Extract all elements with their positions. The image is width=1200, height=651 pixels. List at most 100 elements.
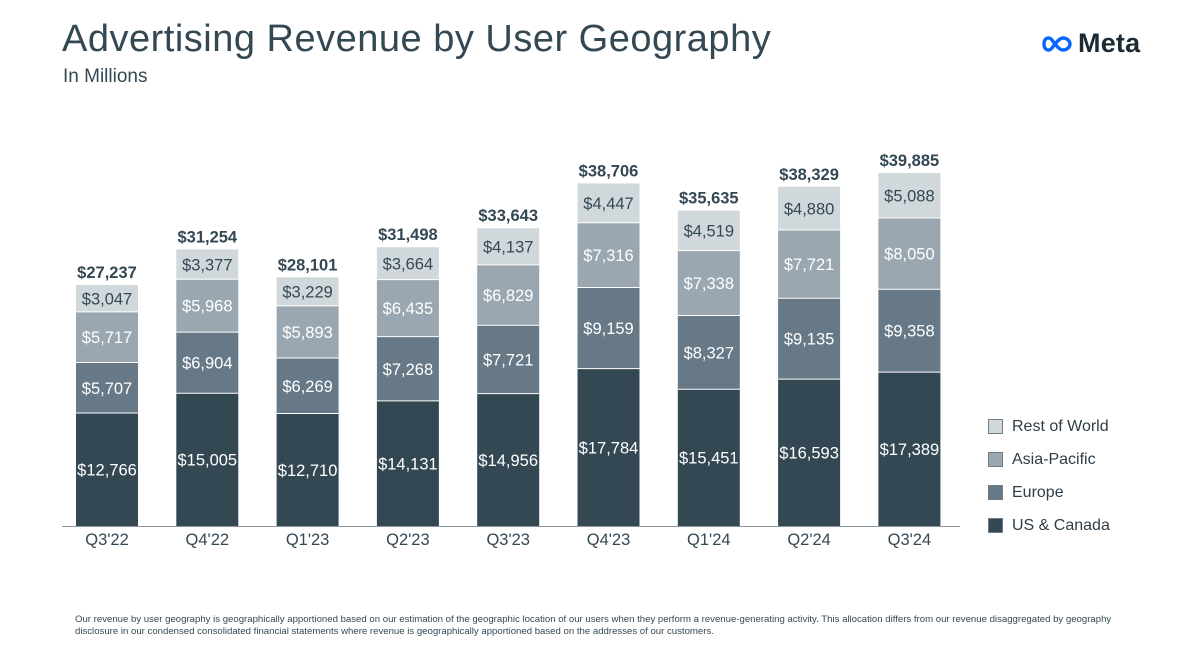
chart-legend: Rest of World Asia-Pacific Europe US & Cana… (988, 410, 1110, 542)
bar-segment-asia-pacific-6 (677, 250, 740, 316)
value-label: $9,358 (884, 323, 934, 341)
total-label: $39,885 (880, 152, 940, 170)
legend-item-rest-of-world: Rest of World (988, 410, 1110, 443)
value-label: $17,389 (880, 441, 940, 459)
bar-segment-europe-6 (677, 315, 740, 390)
legend-item-us-canada: US & Canada (988, 509, 1110, 542)
bar-segment-us-canada-2 (276, 413, 339, 526)
bar-segment-rest-of-world-5 (577, 183, 640, 223)
value-label: $3,664 (383, 255, 433, 273)
meta-logo-text: Meta (1078, 28, 1141, 58)
bar-segment-asia-pacific-1 (176, 279, 239, 333)
x-tick-label: Q3'22 (85, 531, 129, 549)
bar-segment-europe-0 (76, 362, 138, 414)
legend-label: Rest of World (1012, 417, 1109, 435)
legend-swatch (988, 485, 1003, 500)
footnote: Our revenue by user geography is geograp… (75, 614, 1112, 637)
value-label: $8,050 (884, 246, 934, 264)
value-label: $15,005 (177, 452, 237, 470)
legend-label: Europe (1012, 483, 1064, 501)
chart-title: Advertising Revenue by User Geography (62, 18, 772, 60)
bar-segment-us-canada-8 (878, 372, 941, 526)
x-tick-label: Q3'23 (486, 531, 530, 549)
bar-segment-rest-of-world-4 (477, 228, 540, 265)
bar-segment-europe-7 (778, 298, 841, 380)
legend-item-europe: Europe (988, 476, 1110, 509)
bar-segment-asia-pacific-3 (376, 279, 439, 337)
legend-label: Asia-Pacific (1012, 450, 1096, 468)
total-label: $33,643 (478, 207, 538, 225)
bar-segment-rest-of-world-6 (677, 210, 740, 251)
bar-segment-rest-of-world-8 (878, 173, 941, 219)
bar-segment-asia-pacific-4 (477, 264, 540, 326)
meta-logo: Meta (1040, 28, 1140, 59)
bar-segment-europe-4 (477, 325, 540, 394)
value-label: $5,707 (82, 380, 132, 398)
value-label: $7,721 (483, 351, 533, 369)
bar-segment-europe-3 (376, 336, 439, 401)
value-label: $4,137 (483, 239, 533, 257)
value-label: $6,904 (182, 355, 232, 373)
legend-swatch (988, 518, 1003, 533)
value-label: $14,956 (478, 452, 538, 470)
value-label: $6,435 (383, 300, 433, 318)
meta-infinity-icon (1042, 35, 1072, 52)
bar-segment-us-canada-6 (677, 389, 740, 526)
value-label: $7,338 (684, 275, 734, 293)
value-label: $6,829 (483, 287, 533, 305)
legend-label: US & Canada (1012, 516, 1110, 534)
total-label: $38,706 (579, 162, 639, 180)
total-label: $27,237 (77, 264, 137, 282)
value-label: $12,710 (278, 462, 338, 480)
x-tick-label: Q4'22 (186, 531, 230, 549)
value-label: $6,269 (282, 378, 332, 396)
bar-segment-europe-5 (577, 287, 640, 369)
value-label: $15,451 (679, 450, 739, 468)
total-label: $31,254 (177, 228, 237, 246)
x-tick-label: Q2'24 (787, 531, 831, 549)
x-tick-label: Q1'24 (687, 531, 731, 549)
bar-segment-asia-pacific-2 (276, 305, 339, 359)
value-label: $3,229 (282, 284, 332, 302)
value-label: $5,717 (82, 329, 132, 347)
value-label: $7,268 (383, 361, 433, 379)
bar-segment-rest-of-world-7 (778, 186, 841, 230)
value-label: $3,377 (182, 256, 232, 274)
bar-segment-us-canada-4 (477, 393, 540, 526)
bar-segment-us-canada-5 (577, 368, 640, 526)
bar-segment-us-canada-1 (176, 393, 239, 526)
value-label: $3,047 (82, 290, 132, 308)
value-label: $4,880 (784, 200, 834, 218)
bar-segment-asia-pacific-5 (577, 222, 640, 288)
total-label: $35,635 (679, 190, 739, 208)
bar-segment-asia-pacific-7 (778, 229, 841, 299)
value-label: $7,721 (784, 256, 834, 274)
total-label: $28,101 (278, 256, 338, 274)
bar-segment-rest-of-world-3 (376, 247, 439, 280)
bar-segment-europe-1 (176, 332, 239, 394)
value-label: $17,784 (579, 439, 639, 457)
value-label: $8,327 (684, 344, 734, 362)
x-tick-label: Q3'24 (888, 531, 932, 549)
bar-segment-us-canada-0 (76, 413, 138, 526)
value-label: $9,159 (583, 320, 633, 338)
value-label: $7,316 (583, 247, 633, 265)
bar-segment-asia-pacific-8 (878, 218, 941, 290)
chart-subtitle: In Millions (63, 66, 148, 87)
bar-segment-rest-of-world-0 (76, 284, 138, 312)
value-label: $5,968 (182, 298, 232, 316)
bar-segment-us-canada-7 (778, 379, 841, 526)
total-label: $31,498 (378, 226, 438, 244)
value-label: $4,447 (583, 195, 633, 213)
legend-swatch (988, 419, 1003, 434)
value-label: $14,131 (378, 455, 438, 473)
legend-swatch (988, 452, 1003, 467)
bar-segment-us-canada-3 (376, 400, 439, 526)
total-label: $38,329 (779, 166, 839, 184)
bar-segment-europe-8 (878, 289, 941, 373)
value-label: $9,135 (784, 331, 834, 349)
value-label: $12,766 (77, 462, 137, 480)
value-label: $4,519 (684, 223, 734, 241)
bar-segment-asia-pacific-0 (76, 311, 138, 363)
